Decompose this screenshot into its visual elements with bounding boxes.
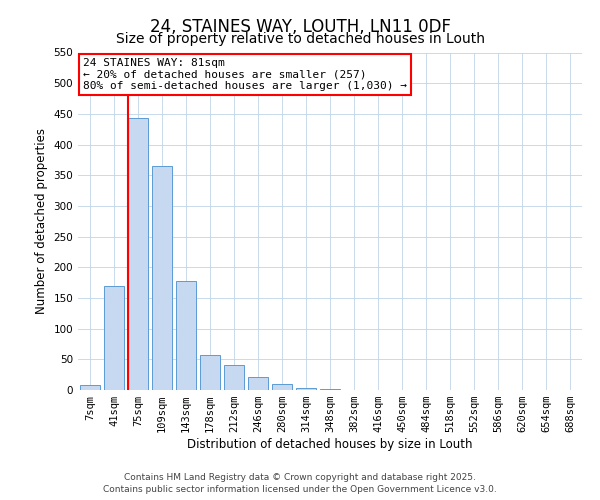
Text: 24 STAINES WAY: 81sqm
← 20% of detached houses are smaller (257)
80% of semi-det: 24 STAINES WAY: 81sqm ← 20% of detached … bbox=[83, 58, 407, 91]
Text: Contains HM Land Registry data © Crown copyright and database right 2025.
Contai: Contains HM Land Registry data © Crown c… bbox=[103, 473, 497, 494]
Bar bbox=[272, 384, 292, 390]
Bar bbox=[80, 385, 100, 390]
Bar bbox=[248, 376, 268, 390]
Bar bbox=[224, 366, 244, 390]
Bar bbox=[152, 166, 172, 390]
Y-axis label: Number of detached properties: Number of detached properties bbox=[35, 128, 48, 314]
Text: 24, STAINES WAY, LOUTH, LN11 0DF: 24, STAINES WAY, LOUTH, LN11 0DF bbox=[149, 18, 451, 36]
X-axis label: Distribution of detached houses by size in Louth: Distribution of detached houses by size … bbox=[187, 438, 473, 451]
Bar bbox=[200, 355, 220, 390]
Text: Size of property relative to detached houses in Louth: Size of property relative to detached ho… bbox=[115, 32, 485, 46]
Bar bbox=[296, 388, 316, 390]
Bar bbox=[176, 282, 196, 390]
Bar bbox=[104, 286, 124, 390]
Bar bbox=[128, 118, 148, 390]
